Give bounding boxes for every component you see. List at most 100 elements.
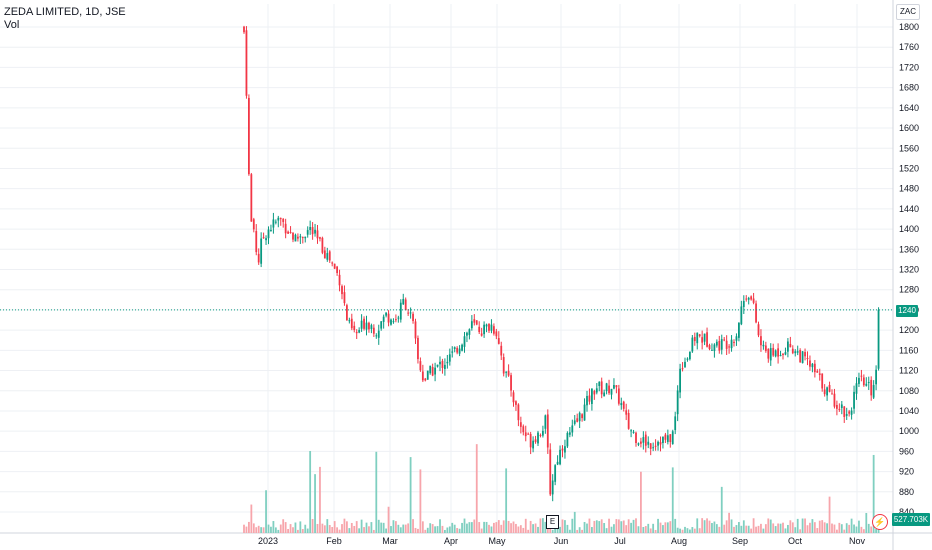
volume-bar [608,518,610,533]
volume-bar [289,524,292,533]
volume-bar [816,528,819,533]
volume-bar [664,522,667,533]
x-tick-label: Mar [382,536,398,546]
volume-bar [676,527,679,533]
x-tick-label: Nov [849,536,866,546]
candle-body [591,388,593,404]
candle-body [282,218,285,223]
candle-body [375,335,378,337]
volume-bar [355,521,358,533]
volume-bar [840,524,843,533]
volume-bar [701,518,704,533]
volume-bar [666,522,669,533]
volume-bar [762,528,765,533]
candle-body [559,449,561,465]
volume-bar [605,528,608,533]
candle-body [627,412,630,429]
y-tick-label: 1320 [899,265,919,275]
volume-bar [617,519,620,533]
y-tick-label: 1720 [899,62,919,72]
volume-bar [488,524,490,533]
volume-bar [625,525,628,533]
volume-bar [301,529,304,533]
y-tick-label: 960 [899,446,914,456]
volume-bar [346,521,348,533]
volume-bar [708,520,711,533]
volume-bar [524,518,527,533]
candle-body [801,351,804,364]
candle-body [350,318,353,329]
candle-body [512,392,515,403]
volume-bar [350,522,353,533]
volume-bar [686,528,689,533]
candle-body [314,229,316,234]
candle-body [292,232,294,240]
volume-bar [262,527,265,533]
last-price-label: 1240 [896,305,918,317]
volume-bar [282,519,285,533]
volume-bar [632,519,635,533]
volume-bar [429,523,432,533]
y-tick-label: 880 [899,487,914,497]
earnings-badge[interactable]: E [546,515,559,529]
candle-body [679,368,681,393]
candle-body [818,373,821,376]
y-tick-label: 1520 [899,163,919,173]
candle-body [720,339,723,350]
candle-body [745,298,748,300]
candle-body [480,333,483,336]
volume-bar [784,528,787,533]
candle-body [752,298,755,303]
candle-body [385,312,387,316]
volume-bar [414,527,417,533]
volume-bar [740,525,743,533]
x-tick-label: Jul [614,536,626,546]
volume-bar [375,451,378,533]
candle-body [289,232,292,234]
volume-bar [703,520,706,533]
symbol-title[interactable]: ZEDA LIMITED, 1D, JSE [4,6,126,18]
candle-body [409,312,412,314]
volume-bar [309,450,312,533]
volume-bar [551,529,554,533]
candle-body [733,341,735,343]
volume-bar [306,528,309,533]
candle-body [603,392,606,397]
candle-body [784,352,787,355]
volume-bar [755,526,757,533]
candle-body [549,449,552,495]
volume-bar [363,527,365,533]
volume-legend-label: Vol [4,19,20,31]
volume-bar [725,520,728,533]
volume-bar [417,528,419,533]
volume-bar [255,527,258,533]
candle-body [439,361,441,365]
candle-body [571,425,574,433]
volume-bar [424,529,427,533]
candle-body [412,313,414,322]
volume-bar [564,520,566,533]
candle-body [326,253,329,260]
volume-bar [431,524,434,533]
candle-body [505,371,508,373]
y-tick-label: 840 [899,507,914,517]
volume-bar [510,523,512,533]
candle-body [564,446,566,453]
volume-bar [284,522,287,533]
lightning-icon[interactable]: ⚡ [872,514,888,530]
x-tick-label: 2023 [258,536,278,546]
volume-bar [434,526,436,533]
volume-bar [385,528,387,533]
candle-body [593,390,596,395]
volume-bar [772,523,775,533]
volume-bar [595,520,598,533]
currency-badge[interactable]: ZAC [896,4,920,20]
candle-body [458,348,461,354]
candle-body [568,432,571,435]
volume-bar [382,522,385,533]
volume-bar [368,526,370,533]
volume-bar [588,518,591,533]
candle-body [850,410,853,415]
candle-body [833,393,836,407]
